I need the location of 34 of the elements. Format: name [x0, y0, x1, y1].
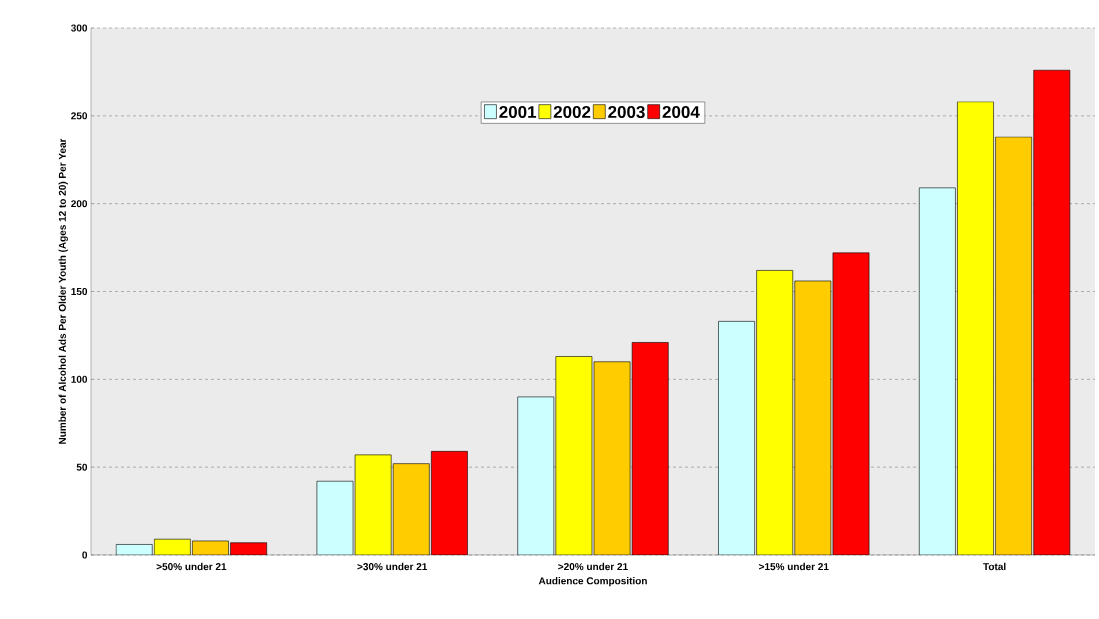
bar [631, 342, 669, 555]
legend-label: 2001 [499, 105, 537, 119]
legend-label: 2003 [608, 105, 645, 119]
bar [957, 101, 994, 555]
bar [431, 451, 468, 555]
y-tick-label: 100 [71, 375, 88, 383]
bar [555, 356, 593, 555]
y-tick-label: 200 [71, 200, 88, 208]
legend-label: 2004 [662, 105, 700, 119]
bar [392, 463, 430, 555]
x-tick-label: >30% under 21 [357, 562, 428, 571]
y-tick-label: 300 [71, 24, 88, 32]
y-tick-label: 250 [71, 112, 88, 120]
bar [718, 321, 755, 555]
bar [517, 396, 555, 555]
x-axis-title: Audience Composition [538, 577, 647, 587]
bar [593, 361, 631, 555]
x-tick-label: >50% under 21 [156, 562, 227, 571]
x-tick-label: >15% under 21 [759, 562, 829, 571]
y-tick-label: 0 [82, 551, 88, 559]
legend-label: 2002 [553, 105, 591, 119]
y-axis-title: Number of Alcohol Ads Per Older Youth (Ages 12 to 20) Per Year [58, 138, 68, 444]
y-tick-label: 150 [71, 287, 88, 296]
y-tick-label: 50 [76, 463, 88, 471]
x-tick-label: Total [983, 562, 1006, 571]
bar [1033, 69, 1071, 555]
bar [794, 280, 832, 555]
bar [354, 454, 392, 555]
bar [756, 270, 794, 555]
bar [316, 480, 354, 555]
bar [995, 136, 1033, 555]
bar [918, 187, 956, 555]
bar [832, 252, 870, 555]
x-tick-label: >20% under 21 [558, 562, 628, 571]
